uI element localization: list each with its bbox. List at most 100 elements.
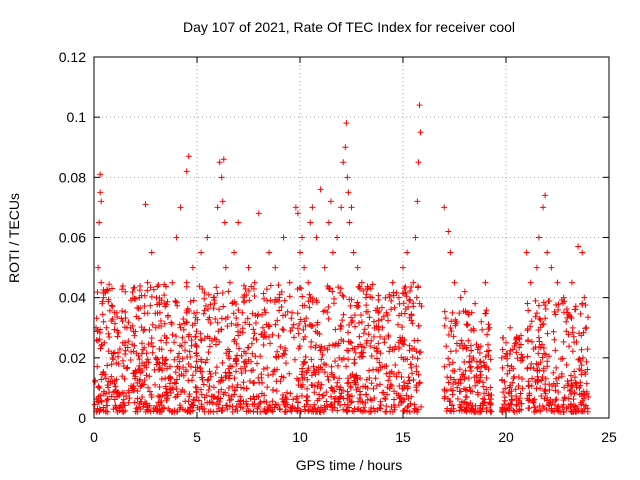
data-point — [222, 264, 229, 271]
data-point — [206, 368, 213, 375]
data-point — [158, 346, 165, 353]
data-point — [148, 334, 155, 341]
data-point — [356, 319, 363, 326]
data-point — [579, 249, 586, 256]
data-point — [388, 306, 395, 313]
data-point — [162, 361, 169, 368]
data-point — [188, 337, 195, 344]
data-point — [358, 318, 365, 325]
data-point — [555, 388, 562, 395]
data-point — [399, 385, 406, 392]
data-point — [169, 279, 176, 286]
data-point — [567, 386, 574, 393]
data-point — [311, 389, 318, 396]
data-point — [207, 320, 214, 327]
data-point — [174, 354, 181, 361]
data-point — [277, 406, 284, 413]
data-point — [183, 366, 190, 373]
data-point — [539, 321, 546, 328]
data-point — [377, 398, 384, 405]
data-point — [225, 375, 232, 382]
data-point — [267, 282, 274, 289]
data-point — [537, 359, 544, 366]
data-point — [281, 297, 288, 304]
data-point — [482, 364, 489, 371]
data-point — [398, 394, 405, 401]
data-point — [196, 406, 203, 413]
data-point — [504, 355, 511, 362]
data-point — [204, 234, 211, 241]
data-point — [317, 385, 324, 392]
data-point — [474, 365, 481, 372]
data-point — [501, 401, 508, 408]
data-point — [393, 289, 400, 296]
data-point — [270, 387, 277, 394]
data-point — [560, 401, 567, 408]
data-point — [507, 347, 514, 354]
data-point — [242, 319, 249, 326]
data-point — [192, 333, 199, 340]
data-point — [551, 408, 558, 415]
data-point — [553, 364, 560, 371]
data-point — [506, 406, 513, 413]
data-point — [140, 401, 147, 408]
data-point — [582, 371, 589, 378]
data-point — [250, 379, 257, 386]
data-point — [550, 369, 557, 376]
data-point — [307, 219, 314, 226]
data-point — [301, 318, 308, 325]
data-point — [569, 408, 576, 415]
data-point — [321, 360, 328, 367]
data-point — [211, 300, 218, 307]
data-point — [120, 396, 127, 403]
data-point — [376, 359, 383, 366]
data-point — [216, 159, 223, 166]
chart-title: Day 107 of 2021, Rate Of TEC Index for r… — [183, 19, 515, 35]
data-point — [289, 324, 296, 331]
data-point — [466, 358, 473, 365]
y-tick-labels: 0 0.02 0.04 0.06 0.08 0.1 0.12 — [59, 49, 86, 426]
data-point — [173, 376, 180, 383]
data-point — [517, 357, 524, 364]
data-point — [548, 407, 555, 414]
data-point — [98, 279, 105, 286]
data-point — [466, 353, 473, 360]
data-point — [92, 378, 99, 385]
data-point — [291, 334, 298, 341]
data-point — [294, 325, 301, 332]
data-point — [219, 198, 226, 205]
data-point — [321, 264, 328, 271]
data-point — [110, 356, 117, 363]
data-point — [462, 308, 469, 315]
data-point — [283, 395, 290, 402]
data-point — [570, 396, 577, 403]
data-point — [315, 364, 322, 371]
data-point — [112, 403, 119, 410]
data-point — [98, 398, 105, 405]
data-point — [301, 264, 308, 271]
data-point — [410, 279, 417, 286]
y-tick-label: 0.12 — [59, 49, 86, 65]
data-point — [509, 379, 516, 386]
data-point — [179, 334, 186, 341]
data-point — [578, 390, 585, 397]
data-point — [400, 408, 407, 415]
data-point — [508, 396, 515, 403]
data-point — [316, 395, 323, 402]
data-point — [466, 384, 473, 391]
data-point — [218, 407, 225, 414]
data-point — [519, 385, 526, 392]
data-point — [559, 300, 566, 307]
data-point — [456, 310, 463, 317]
data-point — [101, 339, 108, 346]
data-point — [318, 343, 325, 350]
data-point — [361, 326, 368, 333]
data-point — [106, 281, 113, 288]
data-point — [332, 326, 339, 333]
data-point — [448, 408, 455, 415]
data-point — [307, 403, 314, 410]
data-point — [540, 320, 547, 327]
data-point — [328, 369, 335, 376]
data-point — [480, 359, 487, 366]
data-point — [512, 340, 519, 347]
